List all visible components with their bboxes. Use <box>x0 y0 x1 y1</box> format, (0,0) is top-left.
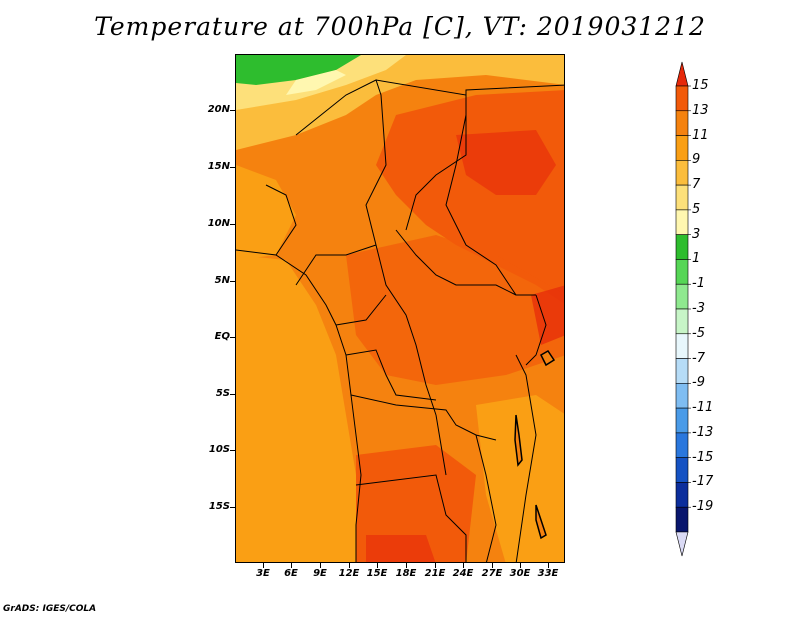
lon-label-6e: 6E <box>284 568 298 579</box>
lon-label-24e: 24E <box>452 568 474 579</box>
lon-label-3e: 3E <box>256 568 270 579</box>
lon-tick <box>349 563 350 568</box>
east-africa-cool-zone <box>476 395 564 562</box>
colorbar-swatch <box>675 506 689 533</box>
colorbar-swatch <box>675 457 689 483</box>
lon-tick <box>463 563 464 568</box>
colorbar-level-label: 3 <box>692 226 701 242</box>
lon-tick <box>320 563 321 568</box>
lon-tick <box>291 563 292 568</box>
south-hot-core <box>366 535 436 562</box>
lon-label-18e: 18E <box>395 568 417 579</box>
colorbar-level-label: 13 <box>692 102 709 118</box>
colorbar-level-label: -19 <box>692 499 714 515</box>
west-africa-zone <box>236 165 296 260</box>
lon-tick <box>548 563 549 568</box>
colorbar-level-label: 1 <box>692 251 701 267</box>
colorbar-level-label: -3 <box>692 301 705 316</box>
colorbar-swatch <box>675 209 689 235</box>
colorbar-level-label: 5 <box>692 201 701 217</box>
colorbar-level-label: -9 <box>692 375 705 391</box>
colorbar-level-label: -17 <box>692 474 714 490</box>
lon-label-15e: 15E <box>366 568 388 579</box>
lat-label-10n: 10N <box>207 218 230 229</box>
colorbar-swatch <box>675 259 689 285</box>
colorbar-level-label: -13 <box>692 424 714 440</box>
lat-tick <box>230 337 235 338</box>
lon-tick <box>492 563 493 568</box>
sudan-hot-core <box>456 130 556 195</box>
temperature-map <box>235 54 565 563</box>
colorbar-swatch <box>675 85 689 112</box>
lon-label-30e: 30E <box>509 568 531 579</box>
map-title: Temperature at 700hPa [C], VT: 201903121… <box>94 12 706 41</box>
colorbar-swatch <box>675 333 689 359</box>
colorbar-level-label: -1 <box>692 276 705 292</box>
north-pale-zone <box>286 70 346 95</box>
lat-label-5n: 5N <box>214 275 230 286</box>
colorbar-swatch <box>675 135 689 161</box>
central-warm-zone <box>346 235 564 385</box>
colorbar-swatch <box>675 407 689 434</box>
colorbar-level-label: 11 <box>692 127 709 143</box>
colorbar-swatch <box>675 160 689 186</box>
colorbar-swatch <box>675 110 689 136</box>
lat-tick <box>230 110 235 111</box>
lat-label-eq: EQ <box>214 331 230 342</box>
uganda-hot-zone <box>531 285 564 345</box>
lat-tick <box>230 450 235 451</box>
lat-label-5s: 5S <box>215 388 230 399</box>
colorbar-swatch <box>675 308 689 335</box>
colorbar-swatch <box>675 482 689 508</box>
lat-tick <box>230 394 235 395</box>
colorbar-swatch <box>675 358 689 384</box>
lat-label-15n: 15N <box>207 161 230 172</box>
lon-tick <box>377 563 378 568</box>
colorbar-level-label: -11 <box>692 400 714 416</box>
lon-tick <box>520 563 521 568</box>
colorbar-level-label: -5 <box>692 325 705 341</box>
colorbar-level-label: 9 <box>692 152 701 168</box>
colorbar-level-label: -7 <box>692 350 705 366</box>
colorbar-swatch <box>675 184 689 211</box>
lon-tick <box>263 563 264 568</box>
lon-tick <box>406 563 407 568</box>
map-canvas <box>236 55 564 562</box>
north-green-zone <box>236 55 361 85</box>
lon-label-33e: 33E <box>537 568 559 579</box>
lon-label-27e: 27E <box>481 568 503 579</box>
colorbar-level-label: 7 <box>692 177 701 193</box>
colorbar-level-label: 15 <box>692 78 709 93</box>
lon-label-9e: 9E <box>313 568 327 579</box>
colorbar-swatch <box>675 234 689 260</box>
grads-credit: GrADS: IGES/COLA <box>3 604 97 614</box>
lat-tick <box>230 224 235 225</box>
lon-label-21e: 21E <box>424 568 446 579</box>
lat-tick <box>230 281 235 282</box>
lon-label-12e: 12E <box>338 568 360 579</box>
lon-tick <box>435 563 436 568</box>
lat-label-15s: 15S <box>208 501 230 512</box>
colorbar-max-arrow <box>675 61 689 87</box>
country-borders <box>236 79 564 562</box>
colorbar-level-label: -15 <box>692 449 714 465</box>
lat-tick <box>230 167 235 168</box>
lat-tick <box>230 507 235 508</box>
colorbar-min-arrow <box>675 531 689 557</box>
lakes <box>514 350 556 540</box>
colorbar-swatch <box>675 283 689 310</box>
colorbar-swatch <box>675 383 689 409</box>
atlantic-cool-zone <box>236 255 361 562</box>
lat-label-20n: 20N <box>207 104 230 115</box>
colorbar-swatch <box>675 432 689 458</box>
lat-label-10s: 10S <box>208 444 230 455</box>
